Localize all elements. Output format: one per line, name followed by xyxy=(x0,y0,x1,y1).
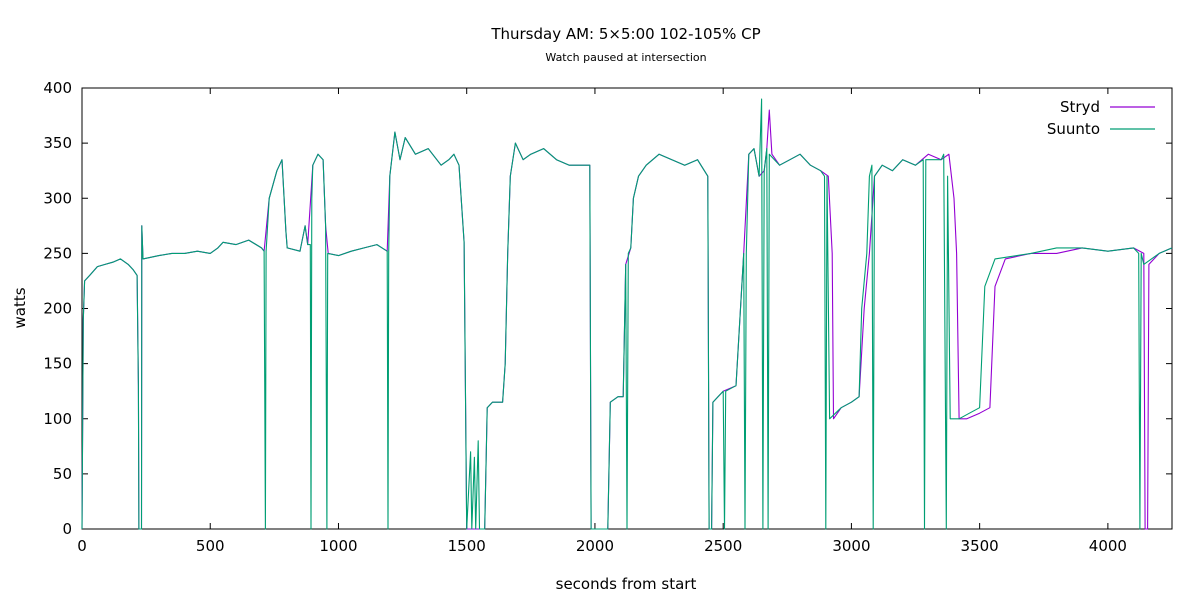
y-tick-label: 200 xyxy=(43,300,72,318)
x-tick-label: 500 xyxy=(196,537,225,555)
y-axis: 0 50 100 150 200 250 300 350 400 xyxy=(43,79,1172,538)
x-tick-label: 3000 xyxy=(832,537,870,555)
x-tick-label: 2500 xyxy=(704,537,742,555)
x-axis-label: seconds from start xyxy=(556,575,697,593)
x-tick-label: 4000 xyxy=(1089,537,1127,555)
x-axis: 0 500 1000 1500 2000 2500 3000 3500 4000 xyxy=(77,88,1127,555)
legend: Stryd Suunto xyxy=(1047,98,1155,138)
y-tick-label: 300 xyxy=(43,189,72,207)
series-line-suunto xyxy=(81,98,1173,530)
y-tick-label: 0 xyxy=(62,520,72,538)
y-axis-label: watts xyxy=(11,287,29,328)
chart-subtitle: Watch paused at intersection xyxy=(545,51,706,64)
x-tick-label: 3500 xyxy=(961,537,999,555)
legend-label-suunto: Suunto xyxy=(1047,120,1100,138)
y-tick-label: 150 xyxy=(43,355,72,373)
y-tick-label: 400 xyxy=(43,79,72,97)
series-layer xyxy=(81,98,1173,530)
x-tick-label: 0 xyxy=(77,537,87,555)
x-tick-label: 1500 xyxy=(448,537,486,555)
y-tick-label: 250 xyxy=(43,244,72,262)
y-tick-label: 100 xyxy=(43,410,72,428)
y-tick-label: 350 xyxy=(43,134,72,152)
x-tick-label: 1000 xyxy=(319,537,357,555)
legend-label-stryd: Stryd xyxy=(1060,98,1100,116)
chart-title: Thursday AM: 5×5:00 102-105% CP xyxy=(490,25,760,43)
y-tick-label: 50 xyxy=(53,465,72,483)
x-tick-label: 2000 xyxy=(576,537,614,555)
